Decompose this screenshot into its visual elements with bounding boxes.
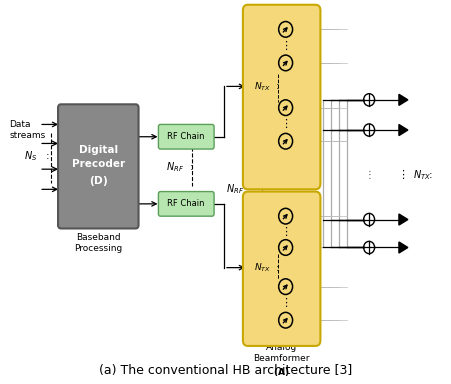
Text: RF Chain: RF Chain: [167, 132, 205, 141]
Text: :: :: [45, 151, 49, 161]
Text: ⋮: ⋮: [280, 298, 290, 308]
Text: :: :: [275, 81, 279, 91]
Polygon shape: [398, 242, 407, 253]
Text: $N_{RF}$: $N_{RF}$: [166, 160, 184, 174]
Text: ⋮: ⋮: [280, 227, 290, 237]
Polygon shape: [398, 124, 407, 136]
Text: $N_S$: $N_S$: [24, 149, 37, 163]
Text: Data
streams: Data streams: [9, 120, 46, 140]
Text: :: :: [275, 263, 279, 273]
Text: $N_{TX}$: $N_{TX}$: [253, 262, 270, 274]
Text: Baseband
Processing: Baseband Processing: [74, 233, 122, 253]
Text: $N_{TX}$: $N_{TX}$: [253, 80, 270, 93]
Text: $N_{TX}$: $N_{TX}$: [412, 168, 430, 182]
Text: :: :: [259, 184, 263, 194]
Text: Digital
Precoder
$\mathbf{(D)}$: Digital Precoder $\mathbf{(D)}$: [72, 145, 124, 188]
Text: (a) The conventional HB architecture [3]: (a) The conventional HB architecture [3]: [99, 364, 352, 377]
Text: RF Chain: RF Chain: [167, 199, 205, 209]
Polygon shape: [398, 214, 407, 225]
FancyBboxPatch shape: [242, 5, 320, 189]
Polygon shape: [398, 94, 407, 105]
Text: Analog
Beamformer
$\mathbf{(A)}$: Analog Beamformer $\mathbf{(A)}$: [253, 343, 309, 378]
FancyBboxPatch shape: [58, 104, 138, 228]
Text: :: :: [190, 162, 193, 172]
FancyBboxPatch shape: [242, 192, 320, 346]
FancyBboxPatch shape: [158, 124, 214, 149]
FancyBboxPatch shape: [158, 192, 214, 216]
Text: ⋮: ⋮: [396, 170, 408, 180]
Text: ⋮: ⋮: [280, 119, 290, 129]
Text: ⋮: ⋮: [280, 41, 290, 51]
Text: ⋮: ⋮: [364, 170, 373, 180]
Text: :: :: [428, 170, 432, 180]
Text: $N_{RF}$: $N_{RF}$: [226, 182, 244, 196]
